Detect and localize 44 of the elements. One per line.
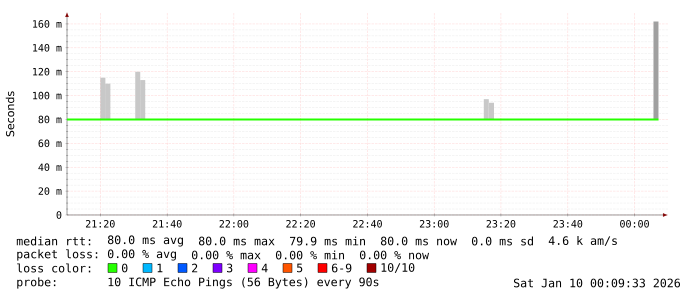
y-tick-label: 160 m (33, 20, 62, 28)
y-tick-label: 120 m (33, 68, 62, 76)
text: 0.0 ms sd (472, 236, 533, 246)
legend-label: 1 (158, 264, 162, 272)
x-tick-label: 00:00 (620, 220, 649, 228)
text: 4.6 k am/s (548, 236, 617, 246)
legend-label: 10/10 (382, 263, 414, 273)
text: 0.00 % now (360, 250, 430, 260)
y-tick-label: 60 m (38, 140, 62, 148)
y-tick-label: 140 m (33, 44, 62, 52)
bar (653, 22, 658, 120)
x-tick-label: 23:20 (486, 220, 516, 228)
legend-label: 5 (297, 264, 302, 272)
text: 80.0 ms max (198, 236, 275, 246)
y-tick-label: 80 m (38, 116, 62, 124)
legend-label: 3 (226, 264, 232, 272)
text: 80.0 ms avg (108, 235, 183, 247)
x-tick-label: 21:20 (86, 220, 115, 228)
text: Sat Jan 10 00:09:33 2026 (514, 278, 680, 288)
x-tick-label: 22:40 (353, 220, 382, 228)
y-axis-title: Seconds (6, 91, 14, 136)
x-tick-label: 21:40 (152, 220, 182, 228)
x-tick-label: 22:20 (286, 220, 315, 228)
legend-title: loss color: (17, 263, 90, 272)
legend-label: 0 (122, 264, 128, 272)
legend-label: 6-9 (332, 264, 352, 272)
y-tick-label: 40 m (38, 163, 62, 172)
legend-label: 4 (262, 264, 268, 272)
y-tick-label: 20 m (38, 187, 62, 195)
text: median rtt: (16, 236, 90, 246)
text: 0.00 % avg (108, 249, 176, 261)
legend-label: 2 (192, 264, 198, 272)
y-tick-label: 0 (56, 211, 62, 219)
y-tick-label: 100 m (33, 92, 62, 100)
text: packet loss: (17, 249, 98, 261)
text: 0.00 % max (192, 250, 261, 260)
text: 10 ICMP Echo Pings (56 Bytes) every 90s (108, 277, 378, 289)
text: 79.9 ms min (290, 236, 365, 246)
x-tick-label: 23:40 (554, 220, 582, 228)
x-tick-label: 23:00 (420, 220, 449, 228)
x-tick-label: 22:00 (220, 220, 248, 228)
text: 80.0 ms now (380, 236, 458, 246)
text: 0.00 % min (276, 250, 344, 260)
text: probe: (17, 277, 56, 289)
